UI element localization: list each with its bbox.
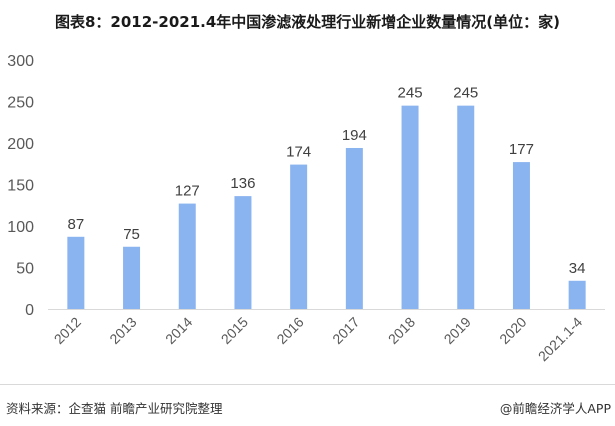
x-tick-label: 2015: [218, 314, 251, 347]
bar: [67, 236, 85, 309]
source-note: 资料来源：企查猫 前瞻产业研究院整理: [6, 401, 223, 416]
y-tick-label: 50: [16, 261, 34, 278]
data-label: 34: [569, 260, 586, 277]
bar: [123, 246, 141, 309]
x-tick-label: 2021.1-4: [535, 314, 586, 365]
x-tick-label: 2019: [441, 314, 474, 347]
bar: [401, 105, 419, 310]
data-label: 177: [509, 141, 534, 158]
bar: [178, 203, 196, 309]
bar-chart: 0 50 100 150 200 250 300 87 2012 75 2013 127 2014 136…: [7, 53, 605, 365]
x-tick-label: 2020: [496, 314, 529, 347]
x-tick-label: 2013: [106, 314, 139, 347]
data-label: 174: [286, 144, 311, 161]
y-tick-label: 250: [7, 95, 34, 112]
data-label: 87: [68, 216, 85, 233]
y-tick-label: 100: [7, 219, 34, 236]
footer-divider: [0, 384, 615, 385]
data-label: 194: [342, 127, 367, 144]
bar: [345, 147, 363, 309]
bar: [290, 164, 308, 309]
data-label: 245: [398, 85, 423, 102]
data-label: 245: [453, 85, 478, 102]
data-label: 75: [123, 226, 140, 243]
y-tick-label: 150: [7, 178, 34, 195]
y-tick-label: 200: [7, 136, 34, 153]
x-tick-label: 2017: [329, 314, 362, 347]
x-tick-label: 2012: [51, 314, 84, 347]
bar: [457, 105, 475, 310]
x-tick-label: 2016: [273, 314, 306, 347]
y-tick-label: 300: [7, 53, 34, 70]
x-tick-label: 2018: [385, 314, 418, 347]
brand-credit: @前瞻经济学人APP: [499, 401, 611, 416]
data-label: 127: [175, 183, 200, 200]
chart-title: 图表8：2012-2021.4年中国渗滤液处理行业新增企业数量情况(单位：家): [54, 13, 560, 31]
data-label: 136: [230, 175, 255, 192]
bar: [512, 162, 530, 309]
y-tick-label: 0: [25, 302, 34, 319]
x-tick-label: 2014: [162, 314, 195, 347]
bar: [234, 196, 252, 309]
bar: [568, 280, 586, 309]
